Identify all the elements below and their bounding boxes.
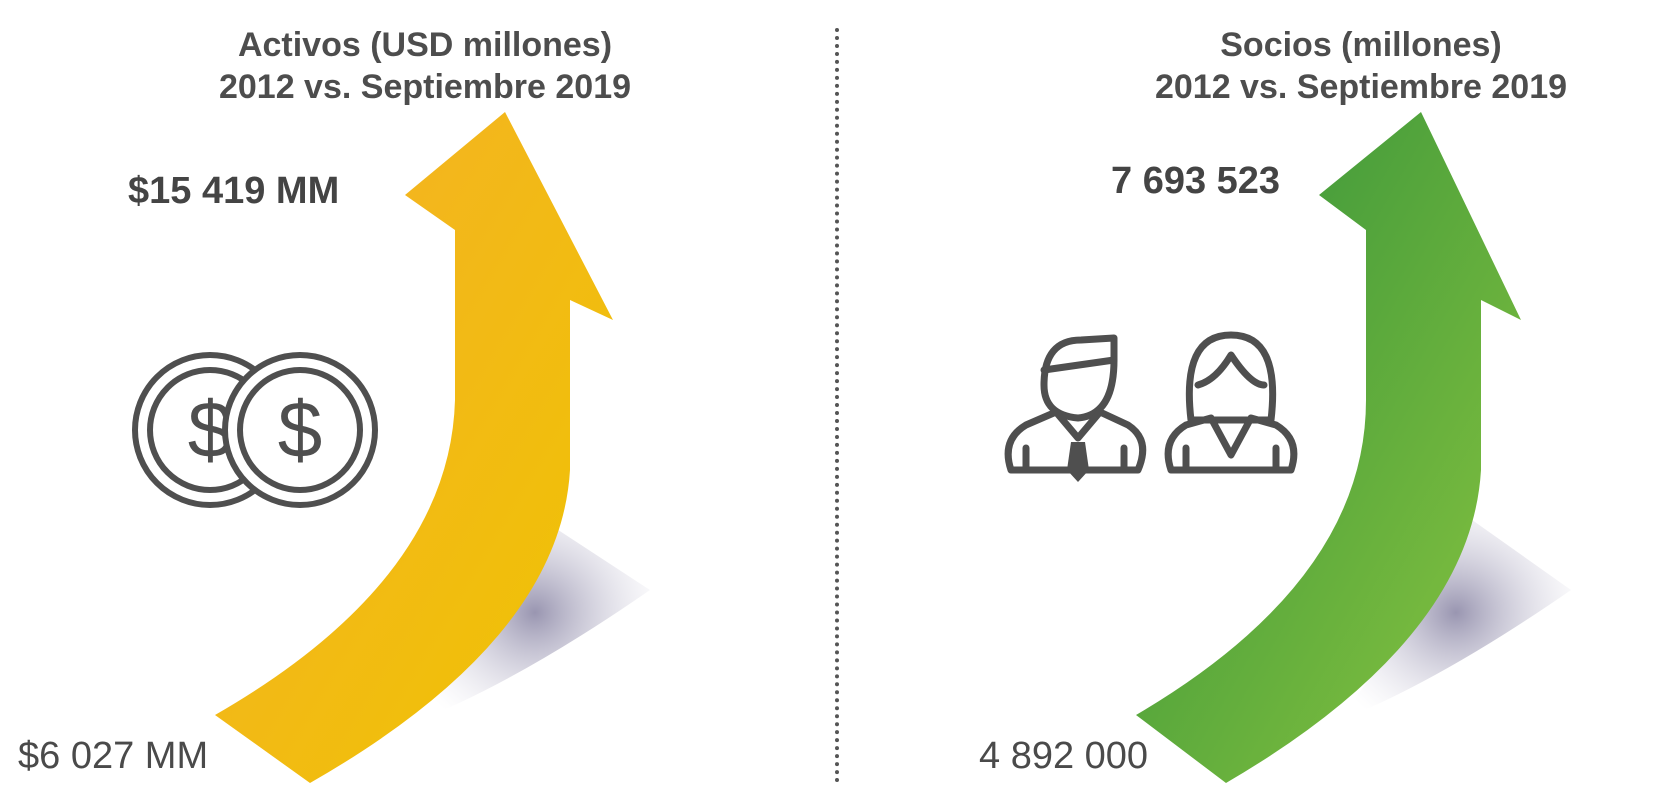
assets-title: Activos (USD millones) 2012 vs. Septiemb… xyxy=(205,24,645,108)
members-value-2012: 4 892 000 xyxy=(979,735,1149,777)
arrow-shadow xyxy=(1341,505,1571,720)
members-title-line1: Socios (millones) xyxy=(1220,26,1502,64)
assets-panel: Activos (USD millones) 2012 vs. Septiemb… xyxy=(18,24,650,783)
members-value-2019: 7 693 523 xyxy=(1111,160,1281,202)
assets-value-2012: $6 027 MM xyxy=(18,735,209,777)
members-title: Socios (millones) 2012 vs. Septiembre 20… xyxy=(1121,24,1601,108)
coins-icon: $ $ xyxy=(132,352,378,508)
members-growth-arrow xyxy=(1136,112,1571,783)
members-title-line2: 2012 vs. Septiembre 2019 xyxy=(1154,68,1568,106)
svg-text:$: $ xyxy=(278,385,323,474)
arrow-body xyxy=(215,112,613,783)
assets-growth-arrow xyxy=(215,112,650,783)
arrow-body xyxy=(1136,112,1521,783)
assets-title-line2: 2012 vs. Septiembre 2019 xyxy=(218,68,632,106)
assets-value-2019: $15 419 MM xyxy=(128,170,340,212)
members-panel: Socios (millones) 2012 vs. Septiembre 20… xyxy=(831,0,1662,788)
assets-title-line1: Activos (USD millones) xyxy=(237,26,613,64)
arrow-shadow xyxy=(420,505,650,720)
panel-divider xyxy=(835,28,839,783)
people-icon xyxy=(1004,331,1298,482)
